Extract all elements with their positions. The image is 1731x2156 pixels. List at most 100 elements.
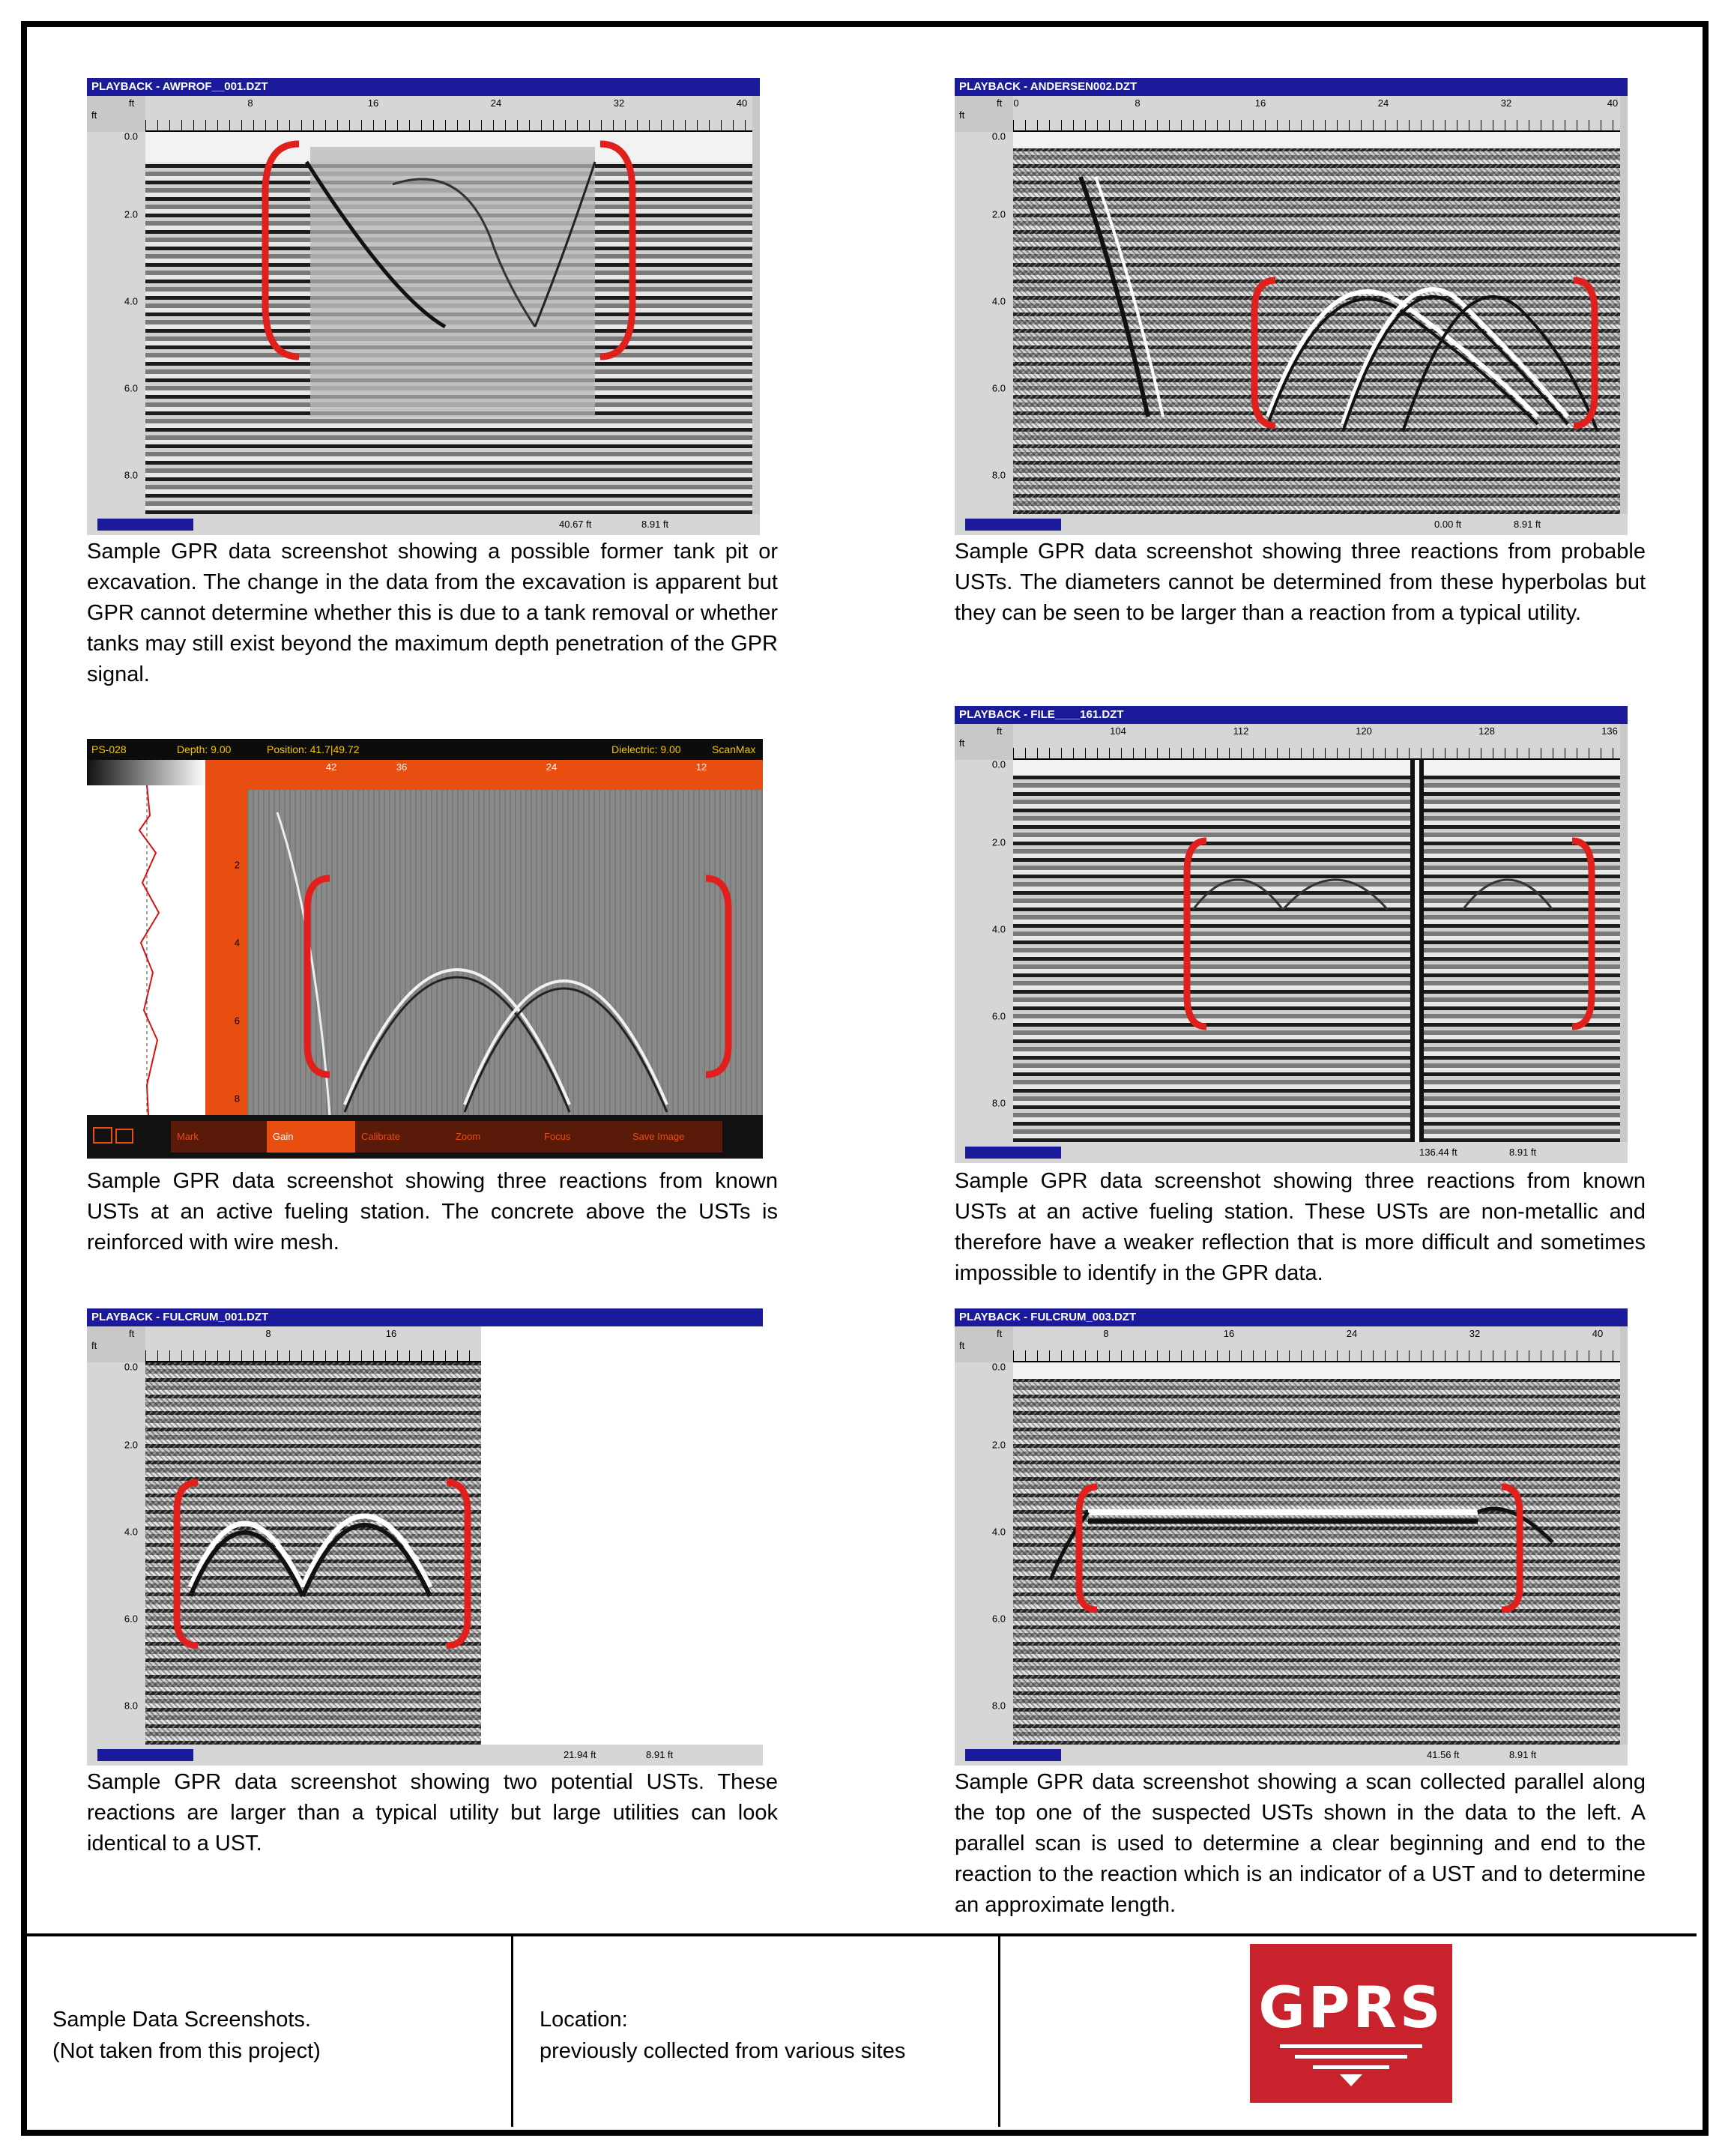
menu-calibrate-button[interactable]: Calibrate: [355, 1121, 450, 1153]
depth-unit: ft: [959, 737, 964, 749]
ruler-ticks: [1013, 748, 1620, 760]
caption: Sample GPR data screenshot showing two p…: [87, 1767, 778, 1859]
ruler-unit: ft: [997, 97, 1002, 109]
ruler-label: 32: [1469, 1328, 1480, 1339]
depth-label: 6.0: [992, 383, 1006, 394]
ruler-label: 8: [265, 1328, 271, 1339]
ust-hyperbola: [190, 1533, 303, 1596]
depth-label: 6.0: [124, 383, 138, 394]
gpr-screenshot-1: PLAYBACK - AWPROF__001.DZT ft 8 16 24 32…: [87, 78, 760, 535]
description-line-1: Sample Data Screenshots.: [52, 2004, 311, 2035]
gpr-screenshot-6: PLAYBACK - FULCRUM_003.DZT ft 8 16 24 32…: [955, 1308, 1628, 1766]
ruler-label: 16: [368, 97, 378, 109]
depth-axis: ft 0.0 2.0 4.0 6.0 8.0: [87, 132, 145, 514]
logo-line: [1280, 2044, 1422, 2048]
screenshot-icon[interactable]: [93, 1127, 112, 1144]
menu-gain-button[interactable]: Gain: [267, 1121, 355, 1153]
wiggle-trace-line: [139, 785, 159, 1115]
depth-label: 0.0: [124, 1362, 138, 1373]
dielectric-readout: Dielectric: 9.00: [611, 739, 681, 760]
diagonal-reflection: [1096, 177, 1163, 417]
menu-mark-button[interactable]: Mark: [171, 1121, 267, 1153]
depth-label: 8.0: [992, 470, 1006, 481]
depth-label: 4.0: [992, 296, 1006, 307]
ruler-unit: ft: [129, 97, 134, 109]
divider: [998, 1936, 1000, 2127]
bracket-left: [177, 1482, 198, 1646]
ruler-label: 24: [546, 761, 557, 773]
status-position: 21.94 ft: [564, 1749, 596, 1760]
depth-label: 8.0: [992, 1098, 1006, 1109]
playback-title: PLAYBACK - FILE____161.DZT: [955, 706, 1628, 724]
depth-label: 4: [235, 937, 240, 949]
ruler-unit: ft: [129, 1328, 134, 1339]
radargram: [1013, 132, 1620, 514]
logo-line: [1295, 2055, 1407, 2059]
scan-progress-bar: [965, 1749, 1061, 1761]
depth-label: 8.0: [992, 1700, 1006, 1712]
status-depth: 8.91 ft: [1514, 519, 1541, 530]
radargram-overlay: [247, 790, 763, 1115]
depth-axis: ft 0.0 2.0 4.0 6.0 8.0: [955, 1362, 1013, 1745]
depth-axis: 2 4 6 8: [205, 760, 247, 1115]
bracket-right: [1572, 841, 1592, 1027]
depth-label: 8.0: [124, 1700, 138, 1712]
status-depth: 8.91 ft: [1509, 1749, 1536, 1760]
depth-label: 2.0: [124, 1440, 138, 1451]
ruler-label: 0: [1013, 97, 1018, 109]
ruler-ticks: [145, 1350, 481, 1362]
position-readout: Position: 41.7|49.72: [267, 739, 360, 760]
depth-label: 2.0: [992, 209, 1006, 220]
scanmax-label: ScanMax: [712, 739, 755, 760]
bracket-left: [1187, 841, 1206, 1027]
scan-progress-bar: [97, 1749, 193, 1761]
depth-label: 8.0: [124, 470, 138, 481]
status-bar: 41.56 ft 8.91 ft: [955, 1745, 1628, 1766]
ruler-label: 36: [396, 761, 407, 773]
radargram: [145, 132, 752, 514]
wiggle-trace: [87, 785, 205, 1115]
playback-title: PLAYBACK - FULCRUM_003.DZT: [955, 1308, 1628, 1326]
status-position: 41.56 ft: [1427, 1749, 1459, 1760]
menu-save-image-button[interactable]: Save Image: [626, 1121, 722, 1153]
depth-unit: ft: [959, 1340, 964, 1351]
radargram-overlay: [1013, 132, 1620, 514]
ust-hyperbola: [1268, 299, 1538, 424]
ruler-label: 128: [1478, 725, 1495, 737]
scan-progress-bar: [965, 519, 1061, 531]
distance-ruler: 42 36 24 12: [247, 760, 763, 790]
menu-zoom-button[interactable]: Zoom: [450, 1121, 538, 1153]
gprs-logo: GPRS: [1250, 1944, 1452, 2103]
ust-hyperbola: [465, 981, 667, 1105]
status-bar: 136.44 ft 8.91 ft: [955, 1142, 1628, 1163]
scanmax-menu-bar: Mark Gain Calibrate Zoom Focus Save Imag…: [87, 1115, 763, 1159]
depth-label: 2: [235, 860, 240, 871]
ruler-ticks: [1013, 1350, 1620, 1362]
ruler-label: 40: [1592, 1328, 1603, 1339]
ruler-label: 24: [491, 97, 501, 109]
depth-unit: ft: [91, 109, 97, 121]
depth-label: 2.0: [124, 209, 138, 220]
ruler-label: 8: [1103, 1328, 1108, 1339]
caption: Sample GPR data screenshot showing three…: [955, 537, 1646, 629]
gpr-panel-3: PS-028 Depth: 9.00 Position: 41.7|49.72 …: [87, 739, 763, 1159]
ruler-ticks: [1013, 120, 1620, 132]
status-position: 136.44 ft: [1419, 1147, 1457, 1158]
location-label: Location:: [540, 2004, 628, 2035]
diagonal-reflection: [277, 812, 330, 1115]
depth-readout: Depth: 9.00: [177, 739, 231, 760]
gpr-panel-6: PLAYBACK - FULCRUM_003.DZT ft 8 16 24 32…: [955, 1308, 1628, 1766]
depth-label: 6.0: [124, 1613, 138, 1625]
scan-progress-bar: [97, 519, 193, 531]
ust-hyperbola: [1343, 289, 1568, 424]
depth-axis: ft 0.0 2.0 4.0 6.0 8.0: [955, 760, 1013, 1142]
ruler-label: 32: [614, 97, 624, 109]
distance-ruler: ft 8 16 24 32 40: [1013, 1326, 1620, 1362]
caption: Sample GPR data screenshot showing a sca…: [955, 1767, 1646, 1921]
ruler-label: 24: [1378, 97, 1389, 109]
menu-focus-button[interactable]: Focus: [538, 1121, 626, 1153]
gpr-panel-1: PLAYBACK - AWPROF__001.DZT ft 8 16 24 32…: [87, 78, 760, 535]
bracket-left: [265, 144, 299, 357]
status-position: 0.00 ft: [1434, 519, 1461, 530]
folder-icon[interactable]: [115, 1129, 133, 1144]
